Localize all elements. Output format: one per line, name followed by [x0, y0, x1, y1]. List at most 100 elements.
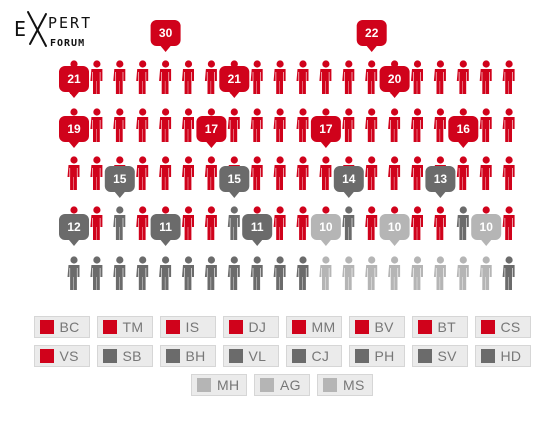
person-figure — [296, 256, 309, 290]
legend-swatch — [197, 378, 211, 392]
legend-swatch — [260, 378, 274, 392]
data-label-text: 20 — [388, 72, 402, 86]
person-figure — [319, 156, 332, 190]
legend-swatch — [228, 349, 243, 363]
logo-graphic: E PERT FORUM — [14, 11, 92, 49]
legend-swatch — [323, 378, 337, 392]
person-figure — [502, 256, 515, 290]
person-figure — [456, 156, 469, 190]
logo-word-forum: FORUM — [50, 38, 85, 49]
legend-item-mh[interactable]: MH — [191, 374, 247, 396]
logo-x-mark — [27, 11, 47, 47]
legend-item-ms[interactable]: MS — [317, 374, 373, 396]
data-label-badge: 11 — [150, 214, 181, 246]
legend-item-ag[interactable]: AG — [254, 374, 310, 396]
legend-item-cs[interactable]: CS — [474, 316, 531, 338]
legend-label: BV — [374, 319, 394, 335]
data-label-badge: 14 — [333, 166, 364, 198]
legend-item-cj[interactable]: CJ — [285, 345, 342, 367]
data-label-text: 12 — [67, 220, 81, 234]
person-figure — [273, 206, 286, 240]
data-label-badge: 11 — [242, 214, 273, 246]
data-label-text: 14 — [342, 172, 356, 186]
legend-swatch — [354, 349, 369, 363]
legend-swatch — [354, 320, 369, 334]
legend-swatch — [39, 320, 54, 334]
person-figure — [502, 60, 515, 94]
legend-label: MS — [343, 377, 365, 393]
legend-swatch — [102, 349, 117, 363]
person-figure — [250, 156, 263, 190]
person-figure — [227, 256, 240, 290]
person-figure — [227, 108, 240, 142]
legend: BC TM IS DJ MM BV BT CS VS SB BH VL CJ PH SV HD MH AG MS — [22, 316, 542, 403]
legend-item-ph[interactable]: PH — [348, 345, 405, 367]
logo-letter-e: E — [14, 17, 26, 41]
person-figure — [388, 108, 401, 142]
legend-label: HD — [500, 348, 522, 364]
person-figure — [67, 256, 80, 290]
data-label-badge: 19 — [59, 116, 89, 148]
person-figure — [296, 108, 309, 142]
legend-swatch — [480, 349, 495, 363]
person-figure — [90, 206, 103, 240]
person-figure — [136, 206, 149, 240]
legend-label: DJ — [248, 319, 267, 335]
pictogram-chart: 30 22 21 21 20 19 17 17 16 15 15 14 13 12 11 11 10 10 10 — [59, 20, 515, 290]
person-figure — [204, 256, 217, 290]
data-label-text: 13 — [434, 172, 448, 186]
person-figure — [90, 108, 103, 142]
data-label-text: 15 — [228, 172, 242, 186]
legend-item-dj[interactable]: DJ — [222, 316, 279, 338]
person-figure — [204, 206, 217, 240]
person-figure — [113, 206, 126, 240]
legend-swatch — [228, 320, 243, 334]
data-label-text: 30 — [159, 26, 173, 40]
legend-item-vs[interactable]: VS — [33, 345, 90, 367]
legend-item-sv[interactable]: SV — [411, 345, 468, 367]
person-figure — [456, 60, 469, 94]
person-figure — [365, 206, 378, 240]
legend-item-tm[interactable]: TM — [96, 316, 153, 338]
person-figure — [502, 206, 515, 240]
person-figure — [273, 60, 286, 94]
legend-item-bt[interactable]: BT — [411, 316, 468, 338]
legend-label: VS — [59, 348, 79, 364]
legend-item-bv[interactable]: BV — [348, 316, 405, 338]
person-figure — [342, 108, 355, 142]
person-figure — [342, 256, 355, 290]
legend-label: MH — [217, 377, 240, 393]
person-figure — [296, 156, 309, 190]
legend-row: BC TM IS DJ MM BV BT CS — [22, 316, 542, 338]
legend-item-is[interactable]: IS — [159, 316, 216, 338]
person-figure — [159, 156, 172, 190]
legend-swatch — [417, 349, 432, 363]
person-figure — [365, 156, 378, 190]
legend-swatch — [39, 349, 54, 363]
person-figure — [433, 60, 446, 94]
legend-item-hd[interactable]: HD — [474, 345, 531, 367]
person-figure — [182, 108, 194, 142]
person-figure — [410, 206, 423, 240]
person-figure — [159, 256, 172, 290]
person-figure — [342, 60, 355, 94]
legend-item-bc[interactable]: BC — [33, 316, 90, 338]
legend-label: MM — [311, 319, 336, 335]
legend-label: TM — [122, 319, 144, 335]
legend-item-mm[interactable]: MM — [285, 316, 342, 338]
person-figure — [319, 60, 332, 94]
legend-item-vl[interactable]: VL — [222, 345, 279, 367]
logo-word-pert: PERT — [48, 14, 92, 32]
data-label-text: 21 — [67, 72, 81, 86]
person-figure — [90, 256, 103, 290]
person-figure — [136, 60, 149, 94]
legend-label: IS — [185, 319, 200, 335]
person-figure — [456, 256, 469, 290]
legend-item-bh[interactable]: BH — [159, 345, 216, 367]
legend-swatch — [291, 349, 306, 363]
legend-item-sb[interactable]: SB — [96, 345, 153, 367]
data-label-badge: 22 — [356, 20, 387, 52]
legend-swatch — [480, 320, 495, 334]
legend-swatch — [165, 320, 180, 334]
data-label-text: 17 — [205, 122, 219, 136]
